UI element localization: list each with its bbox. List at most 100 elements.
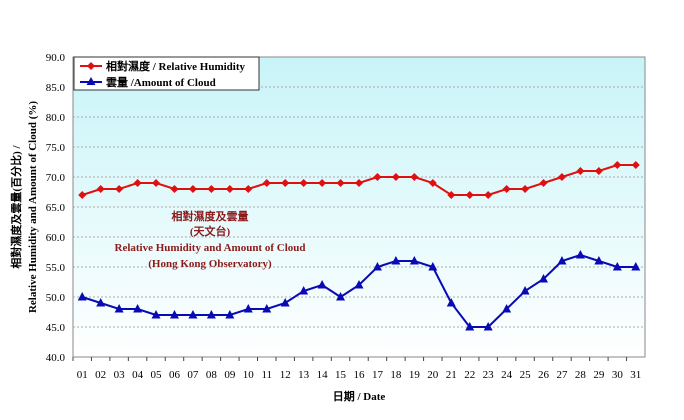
x-tick-label: 10: [243, 369, 255, 381]
cloud-point: [575, 250, 585, 259]
x-tick-label: 01: [77, 369, 88, 381]
humidity-point: [336, 179, 345, 187]
x-tick-label: 17: [372, 369, 384, 381]
humidity-point: [521, 185, 530, 193]
humidity-point: [281, 179, 290, 187]
cloud-point: [354, 280, 364, 289]
legend: 相對濕度 / Relative Humidity 雲量 /Amount of C…: [73, 56, 260, 91]
cloud-point: [299, 286, 309, 295]
cloud-point: [96, 298, 106, 307]
cloud-point: [557, 256, 567, 265]
x-tick-label: 09: [224, 369, 236, 381]
x-tick-label: 02: [95, 369, 106, 381]
y-tick-label: 60.0: [46, 232, 66, 244]
annotation: 相對濕度及雲量 (天文台) Relative Humidity and Amou…: [115, 209, 306, 270]
x-tick-label: 27: [556, 369, 568, 381]
cloud-point: [502, 304, 512, 313]
humidity-point: [557, 173, 566, 181]
cloud-point: [428, 262, 438, 271]
x-tick-label: 24: [501, 369, 513, 381]
y-tick-label: 65.0: [46, 202, 66, 214]
cloud-point: [262, 304, 272, 313]
legend-triangle-icon: [86, 77, 96, 85]
y-tick-label: 50.0: [46, 292, 66, 304]
x-tick-label: 20: [427, 369, 439, 381]
x-tick-label: 15: [335, 369, 347, 381]
humidity-point: [225, 185, 234, 193]
x-tick-label: 19: [409, 369, 421, 381]
x-axis-label: 日期 / Date: [333, 389, 386, 403]
humidity-point: [188, 185, 197, 193]
humidity-point: [78, 191, 87, 199]
x-tick-label: 30: [612, 369, 624, 381]
x-tick-label: 31: [630, 369, 641, 381]
cloud-point: [465, 322, 475, 331]
humidity-point: [170, 185, 179, 193]
x-tick-label: 04: [132, 369, 144, 381]
y-tick-label: 55.0: [46, 262, 66, 274]
x-tick-label: 14: [317, 369, 329, 381]
cloud-point: [188, 310, 198, 319]
cloud-point: [336, 292, 346, 301]
y-tick-label: 85.0: [46, 82, 66, 94]
x-tick-label: 25: [520, 369, 532, 381]
humidity-point: [391, 173, 400, 181]
cloud-point: [372, 262, 382, 271]
humidity-point: [262, 179, 271, 187]
humidity-point: [115, 185, 124, 193]
x-tick-label: 18: [390, 369, 402, 381]
y-tick-label: 90.0: [46, 52, 66, 64]
x-tick-label: 03: [114, 369, 126, 381]
x-tick-label: 13: [298, 369, 310, 381]
cloud-point: [225, 310, 235, 319]
humidity-point: [613, 161, 622, 169]
humidity-point: [410, 173, 419, 181]
x-tick-label: 11: [261, 369, 272, 381]
x-tick-label: 21: [446, 369, 457, 381]
y-tick-label: 45.0: [46, 322, 66, 334]
cloud-point: [391, 256, 401, 265]
x-tick-label: 29: [593, 369, 605, 381]
cloud-point: [77, 292, 87, 301]
humidity-point: [299, 179, 308, 187]
cloud-point: [612, 262, 622, 271]
cloud-point: [169, 310, 179, 319]
cloud-point: [280, 298, 290, 307]
humidity-point: [447, 191, 456, 199]
cloud-point: [151, 310, 161, 319]
x-tick-label: 08: [206, 369, 218, 381]
annotation-line1: 相對濕度及雲量: [172, 209, 249, 223]
humidity-point: [244, 185, 253, 193]
cloud-point: [317, 280, 327, 289]
humidity-point: [576, 167, 585, 175]
cloud-point: [133, 304, 143, 313]
humidity-point: [484, 191, 493, 199]
x-tick-label: 06: [169, 369, 181, 381]
cloud-point: [539, 274, 549, 283]
x-tick-label: 22: [464, 369, 475, 381]
cloud-point: [206, 310, 216, 319]
annotation-line3: Relative Humidity and Amount of Cloud: [115, 242, 306, 254]
annotation-line4: (Hong Kong Observatory): [148, 258, 272, 270]
cloud-point: [446, 298, 456, 307]
x-tick-label: 12: [280, 369, 291, 381]
x-tick-label: 05: [151, 369, 163, 381]
humidity-point: [133, 179, 142, 187]
y-axis-label-line2: Relative Humidity and Amount of Cloud (%…: [27, 101, 39, 313]
x-tick-label: 28: [575, 369, 587, 381]
humidity-point: [465, 191, 474, 199]
humidity-point: [355, 179, 363, 187]
legend-humidity: 相對濕度 / Relative Humidity: [106, 59, 246, 73]
humidity-point: [631, 161, 640, 169]
humidity-point: [152, 179, 161, 187]
humidity-point: [539, 179, 548, 187]
y-axis-label-line1: 相對濕度及雲量(百分比) /: [9, 144, 23, 268]
cloud-point: [594, 256, 604, 265]
cloud-point: [243, 304, 253, 313]
x-tick-label: 26: [538, 369, 550, 381]
legend-diamond-icon: [87, 62, 95, 70]
cloud-point: [483, 322, 493, 331]
y-tick-label: 80.0: [46, 112, 66, 124]
humidity-point: [428, 179, 437, 187]
